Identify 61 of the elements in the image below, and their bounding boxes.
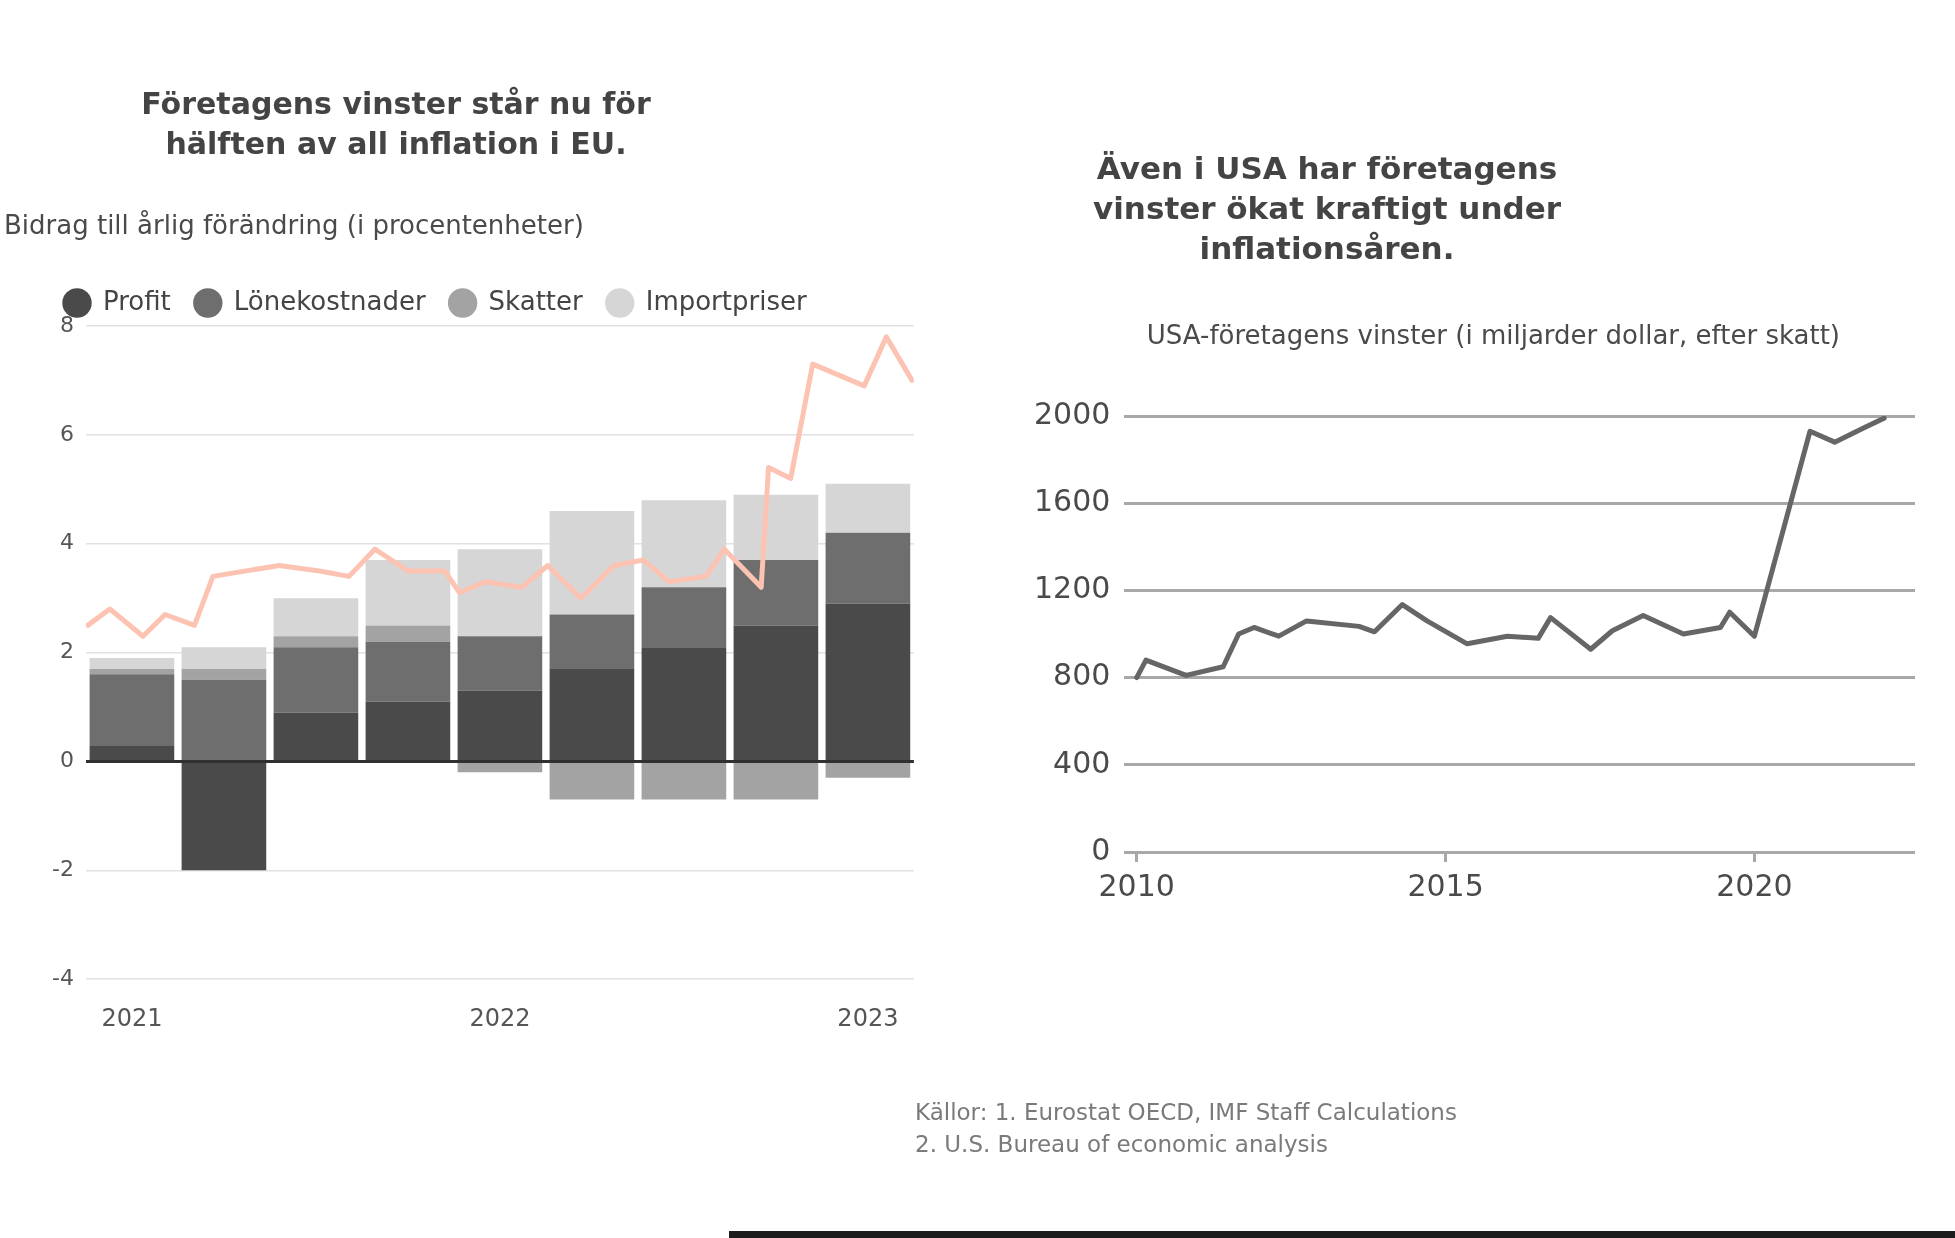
x-tick-label: 2020 [1716,867,1793,903]
bar [273,598,359,637]
bar [457,762,543,773]
text: Källor: 1. Eurostat OECD, IMF Staff Calculations [915,1098,1458,1127]
chart-subtitle: Bidrag till årlig förändring (i procentenheter) [4,209,585,242]
bar [457,549,543,637]
bar [273,647,359,713]
bar [89,745,175,760]
bar [549,614,635,669]
legend-label: Skatter [488,285,584,316]
bar [733,560,819,626]
y-tick-label: 2 [59,638,74,664]
legend-label: Importpriser [645,285,807,316]
bar [89,668,175,675]
y-tick-label: 4 [59,529,74,555]
bar [825,483,911,533]
bar [457,690,543,760]
bar [365,641,451,702]
y-tick-label: 0 [59,747,74,773]
bar [89,674,175,746]
bar [549,762,635,800]
bar [273,712,359,760]
bar [825,762,911,778]
x-tick-label: 2015 [1407,867,1484,903]
y-tick-label: 800 [1053,657,1111,693]
x-tick-label: 2022 [469,1003,531,1032]
bar [457,636,543,691]
bar [733,625,819,760]
bar [181,668,267,680]
bar [181,679,267,760]
bar [825,603,911,760]
bar [733,762,819,800]
y-tick-label: 400 [1053,744,1111,780]
legend-label: Lönekostnader [233,285,426,316]
bar [273,636,359,648]
bar [641,587,727,648]
y-tick-label: 2000 [1033,395,1111,431]
bar [641,647,727,760]
bar [641,762,727,800]
bar [365,625,451,642]
bar [365,560,451,626]
bar [181,762,267,871]
bar [89,658,175,669]
y-tick-label: 1200 [1033,570,1111,606]
bar [365,701,451,760]
bar [825,532,911,604]
chart-subtitle: USA-företagens vinster (i miljarder dollar, efter skatt) [1145,319,1840,352]
legend-label: Profit [103,285,171,316]
chart-title: Företagens vinster står nu för hälften av all inflation i EU. [140,85,652,163]
x-tick-label: 2023 [837,1003,899,1032]
y-tick-label: 6 [59,420,74,446]
text: 2. U.S. Bureau of economic analysis [915,1130,1329,1159]
x-tick-label: 2010 [1098,867,1175,903]
y-tick-label: -4 [52,964,74,990]
x-tick-label: 2021 [101,1003,163,1032]
y-tick-label: 8 [59,311,74,337]
y-tick-label: 1600 [1033,483,1111,518]
y-tick-label: 0 [1091,831,1111,867]
bar [549,668,635,760]
y-tick-label: -2 [52,856,74,882]
chart-title: Även i USA har företagens vinster ökat kraftigt under inflationsåren. [1092,149,1562,268]
